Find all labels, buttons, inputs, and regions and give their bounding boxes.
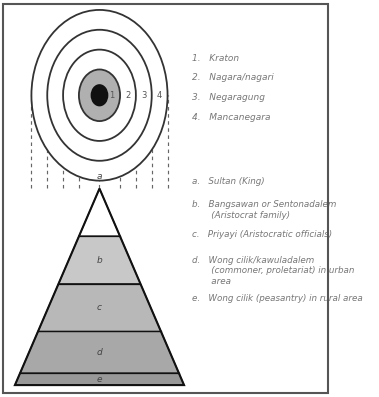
- Polygon shape: [38, 284, 161, 331]
- Text: 4: 4: [157, 91, 162, 100]
- Text: c: c: [97, 303, 102, 312]
- Text: c.   Priyayi (Aristocratic officials): c. Priyayi (Aristocratic officials): [192, 230, 332, 239]
- Text: 2: 2: [125, 91, 131, 100]
- Polygon shape: [20, 331, 179, 373]
- Text: b: b: [97, 256, 102, 264]
- Text: 3.   Negaragung: 3. Negaragung: [192, 93, 265, 102]
- Ellipse shape: [47, 30, 152, 161]
- Text: 3: 3: [141, 91, 147, 100]
- Polygon shape: [15, 373, 184, 385]
- Ellipse shape: [31, 10, 168, 181]
- Text: a: a: [97, 172, 102, 181]
- Text: d: d: [97, 348, 102, 357]
- Text: b.   Bangsawan or Sentonadalem
       (Aristocrat family): b. Bangsawan or Sentonadalem (Aristocrat…: [192, 200, 337, 220]
- Text: e.   Wong cilik (peasantry) in rural area: e. Wong cilik (peasantry) in rural area: [192, 294, 363, 303]
- Text: 1.   Kraton: 1. Kraton: [192, 54, 240, 63]
- Ellipse shape: [79, 69, 120, 121]
- Text: 1: 1: [109, 91, 114, 100]
- Text: 4.   Mancanegara: 4. Mancanegara: [192, 113, 271, 122]
- Polygon shape: [58, 236, 141, 284]
- Text: a.   Sultan (King): a. Sultan (King): [192, 177, 265, 186]
- Ellipse shape: [63, 50, 136, 141]
- Text: e: e: [97, 375, 102, 384]
- Polygon shape: [79, 189, 120, 236]
- Text: d.   Wong cilik/kawuladalem
       (commoner, proletariat) in urban
       area: d. Wong cilik/kawuladalem (commoner, pro…: [192, 256, 355, 286]
- Text: 2.   Nagara/nagari: 2. Nagara/nagari: [192, 73, 274, 83]
- Ellipse shape: [91, 84, 108, 106]
